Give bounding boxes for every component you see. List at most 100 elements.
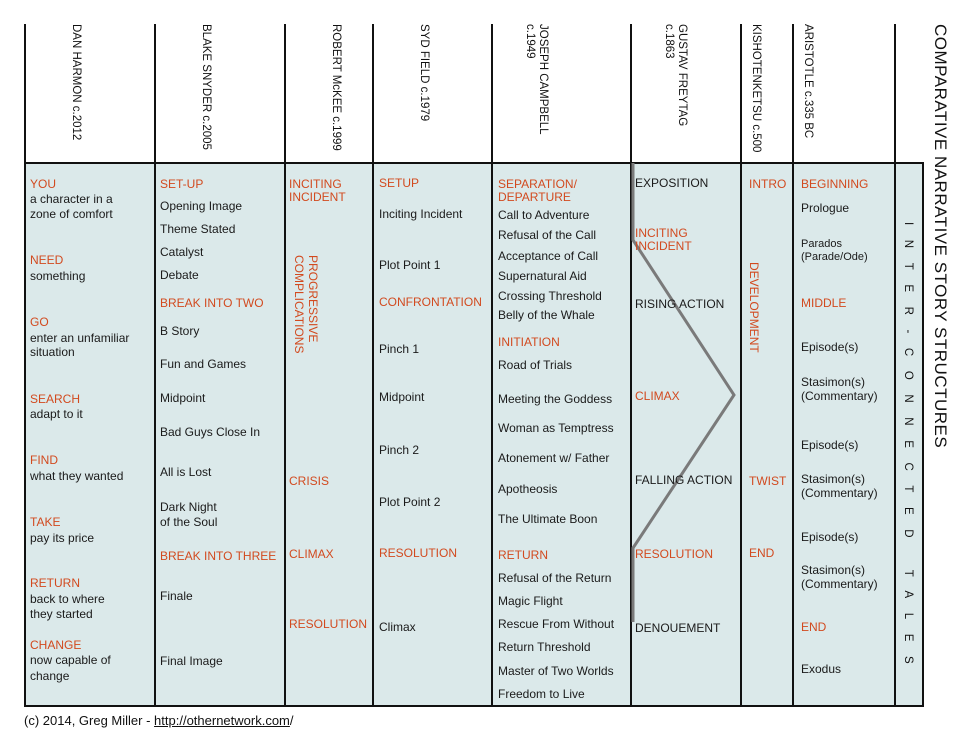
diagram-subtitle: INTER-CONNECTED TALES <box>902 222 914 679</box>
aristotle-section: (Commentary) <box>801 486 878 500</box>
harmon-text: zone of comfort <box>30 207 113 221</box>
aristotle-part: END <box>801 620 827 634</box>
snyder-beat: of the Soul <box>160 515 218 529</box>
harmon-text: situation <box>30 345 75 359</box>
column-divider <box>372 24 374 706</box>
column-header-campbell: JOSEPH CAMPBELL c.1949 <box>524 24 549 135</box>
header-divider <box>24 162 924 164</box>
harmon-text: they started <box>30 607 93 621</box>
snyder-act: SET-UP <box>160 177 204 191</box>
snyder-act: BREAK INTO TWO <box>160 296 264 310</box>
column-divider <box>284 24 286 706</box>
harmon-step: NEED <box>30 253 64 267</box>
field-beat: Pinch 2 <box>379 443 420 457</box>
snyder-beat: Finale <box>160 589 193 603</box>
harmon-text: adapt to it <box>30 407 83 421</box>
column-divider <box>630 24 632 706</box>
footer-copyright: (c) 2014, Greg Miller - <box>24 713 155 728</box>
aristotle-section: Stasimon(s) <box>801 375 866 389</box>
kishotenketsu-stage: END <box>749 546 775 560</box>
bottom-border <box>24 705 924 707</box>
freytag-stage: EXPOSITION <box>635 176 709 190</box>
campbell-step: Belly of the Whale <box>498 308 595 322</box>
column-header-mckee: ROBERT McKEE c.1999 <box>330 24 342 151</box>
campbell-step: Acceptance of Call <box>498 249 599 263</box>
column-divider <box>792 24 794 706</box>
mckee-stage: RESOLUTION <box>289 617 368 631</box>
aristotle-section: Episode(s) <box>801 530 859 544</box>
campbell-step: Master of Two Worlds <box>498 664 614 678</box>
aristotle-section: Stasimon(s) <box>801 563 866 577</box>
freytag-stage: INCITING <box>635 226 688 240</box>
harmon-step: CHANGE <box>30 638 82 652</box>
harmon-text: back to where <box>30 592 105 606</box>
field-act: CONFRONTATION <box>379 295 482 309</box>
harmon-step: GO <box>30 315 49 329</box>
freytag-stage: RESOLUTION <box>635 547 714 561</box>
campbell-step: Apotheosis <box>498 482 558 496</box>
snyder-beat: Catalyst <box>160 245 204 259</box>
column-divider <box>740 24 742 706</box>
harmon-step: YOU <box>30 177 57 191</box>
mckee-progressive-complications: PROGRESSIVE COMPLICATIONS <box>292 255 320 354</box>
aristotle-section: Exodus <box>801 662 842 676</box>
field-beat: Climax <box>379 620 416 634</box>
column-divider <box>24 24 26 706</box>
footer-link[interactable]: http://othernetwork.com <box>154 713 290 728</box>
snyder-beat: Bad Guys Close In <box>160 425 261 439</box>
harmon-text: enter an unfamiliar <box>30 331 130 345</box>
campbell-step: Woman as Temptress <box>498 421 614 435</box>
panel-aristotle <box>794 163 894 706</box>
aristotle-section: (Commentary) <box>801 577 878 591</box>
mckee-stage: CRISIS <box>289 474 330 488</box>
column-header-aristotle: ARISTOTLE c.335 BC <box>802 24 814 139</box>
snyder-beat: Midpoint <box>160 391 206 405</box>
snyder-beat: Final Image <box>160 654 223 668</box>
aristotle-section: Episode(s) <box>801 340 859 354</box>
aristotle-section: Stasimon(s) <box>801 472 866 486</box>
field-beat: Inciting Incident <box>379 207 463 221</box>
mckee-stage: INCITING <box>289 177 342 191</box>
harmon-step: TAKE <box>30 515 61 529</box>
field-beat: Midpoint <box>379 390 425 404</box>
mckee-stage: CLIMAX <box>289 547 334 561</box>
harmon-text: a character in a <box>30 192 113 206</box>
field-beat: Plot Point 1 <box>379 258 441 272</box>
kishotenketsu-stage: INTRO <box>749 177 787 191</box>
campbell-step: Call to Adventure <box>498 208 590 222</box>
snyder-beat: All is Lost <box>160 465 212 479</box>
campbell-stage: DEPARTURE <box>498 190 571 204</box>
panel-harmon <box>26 163 154 706</box>
snyder-beat: Opening Image <box>160 199 243 213</box>
campbell-step: Refusal of the Return <box>498 571 612 585</box>
campbell-step: Return Threshold <box>498 640 591 654</box>
field-beat: Pinch 1 <box>379 342 420 356</box>
column-header-field: SYD FIELD c.1979 <box>418 24 430 122</box>
campbell-step: Road of Trials <box>498 358 573 372</box>
harmon-text: what they wanted <box>30 469 124 483</box>
panel-interconnected <box>896 163 924 706</box>
aristotle-part: BEGINNING <box>801 177 869 191</box>
aristotle-section: Parados <box>801 238 842 250</box>
panel-campbell <box>493 163 630 706</box>
snyder-beat: Theme Stated <box>160 222 236 236</box>
panel-kishotenketsu <box>742 163 792 706</box>
aristotle-section: (Parade/Ode) <box>801 251 868 263</box>
freytag-stage: DENOUEMENT <box>635 621 721 635</box>
freytag-stage: RISING ACTION <box>635 297 725 311</box>
campbell-step: The Ultimate Boon <box>498 512 598 526</box>
column-header-harmon: DAN HARMON c.2012 <box>70 24 82 141</box>
freytag-curve-line <box>631 163 736 622</box>
field-act: SETUP <box>379 176 420 190</box>
harmon-text: now capable of <box>30 653 111 667</box>
harmon-step: SEARCH <box>30 392 81 406</box>
panel-mckee <box>286 163 372 706</box>
campbell-stage: INITIATION <box>498 335 560 349</box>
campbell-step: Rescue From Without <box>498 617 615 631</box>
column-header-kishotenketsu: KISHOTENKETSU c.500 <box>750 24 762 153</box>
aristotle-section: Episode(s) <box>801 438 859 452</box>
field-act: RESOLUTION <box>379 546 458 560</box>
campbell-stage: SEPARATION/ <box>498 177 577 191</box>
diagram-title: COMPARATIVE NARRATIVE STORY STRUCTURES <box>931 24 950 449</box>
